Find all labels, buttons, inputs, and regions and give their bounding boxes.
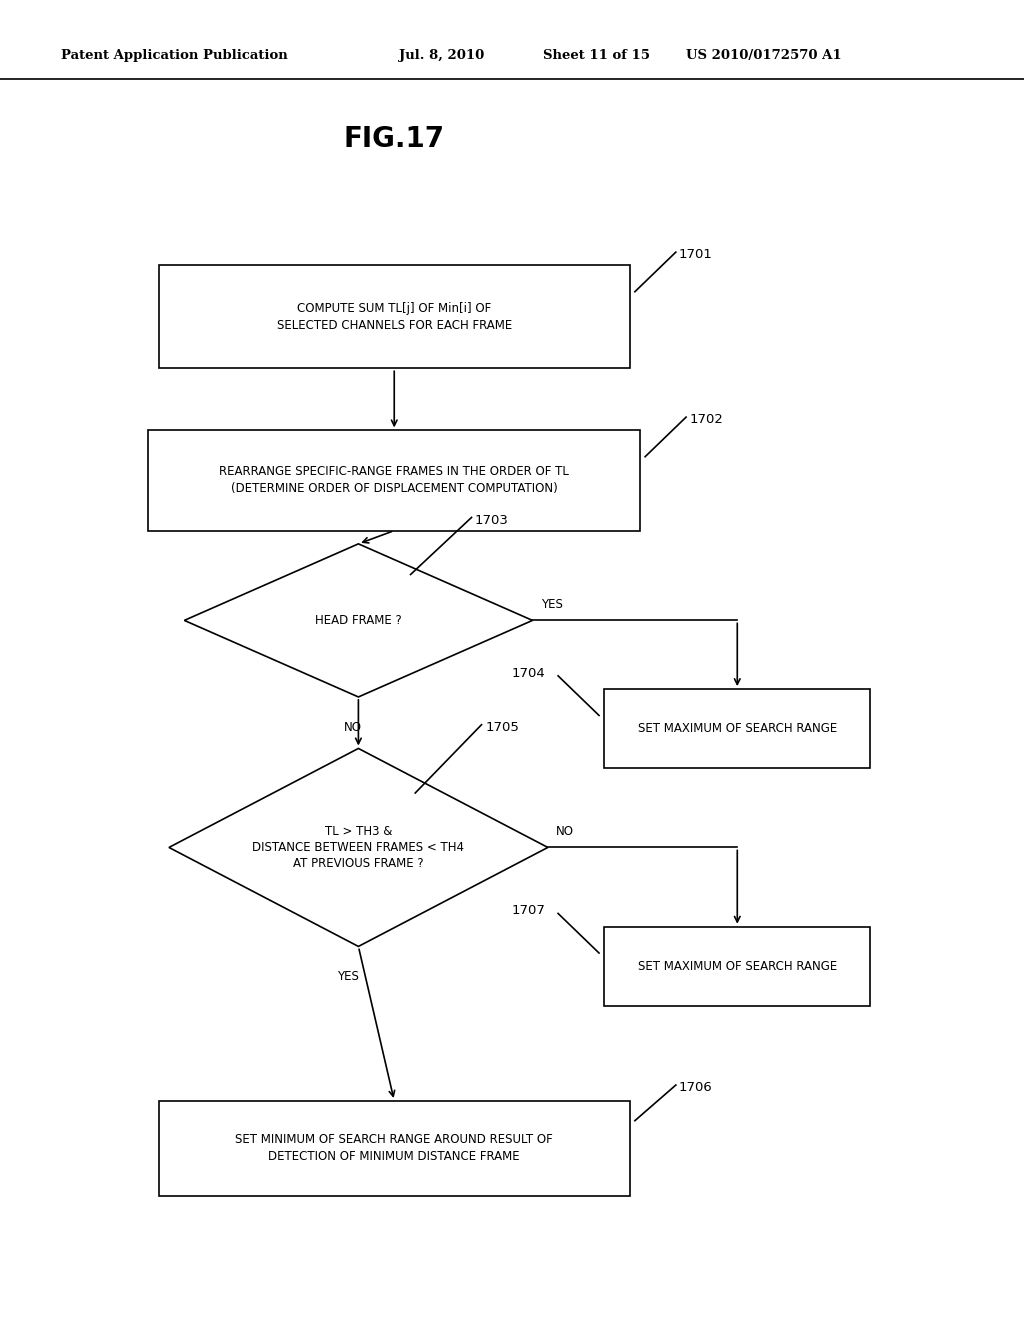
Text: US 2010/0172570 A1: US 2010/0172570 A1 [686, 49, 842, 62]
Polygon shape [169, 748, 548, 946]
Text: 1701: 1701 [679, 248, 713, 261]
Text: YES: YES [337, 970, 359, 983]
Text: Patent Application Publication: Patent Application Publication [61, 49, 288, 62]
Bar [159, 265, 630, 368]
Bar [604, 927, 870, 1006]
Text: 1703: 1703 [475, 513, 509, 527]
Bar [148, 430, 640, 531]
Text: 1705: 1705 [485, 721, 519, 734]
Polygon shape [184, 544, 532, 697]
Text: SET MINIMUM OF SEARCH RANGE AROUND RESULT OF
DETECTION OF MINIMUM DISTANCE FRAME: SET MINIMUM OF SEARCH RANGE AROUND RESUL… [236, 1134, 553, 1163]
Text: SET MAXIMUM OF SEARCH RANGE: SET MAXIMUM OF SEARCH RANGE [638, 960, 837, 973]
Text: HEAD FRAME ?: HEAD FRAME ? [315, 614, 401, 627]
Text: 1704: 1704 [512, 667, 546, 680]
Text: REARRANGE SPECIFIC-RANGE FRAMES IN THE ORDER OF TL
(DETERMINE ORDER OF DISPLACEM: REARRANGE SPECIFIC-RANGE FRAMES IN THE O… [219, 466, 569, 495]
Bar [604, 689, 870, 768]
Text: COMPUTE SUM TL[j] OF Min[i] OF
SELECTED CHANNELS FOR EACH FRAME: COMPUTE SUM TL[j] OF Min[i] OF SELECTED … [276, 302, 512, 331]
Text: Sheet 11 of 15: Sheet 11 of 15 [543, 49, 649, 62]
Text: 1706: 1706 [679, 1081, 713, 1094]
Text: NO: NO [344, 721, 362, 734]
Text: YES: YES [541, 598, 562, 611]
Text: FIG.17: FIG.17 [344, 124, 444, 153]
Text: Jul. 8, 2010: Jul. 8, 2010 [399, 49, 484, 62]
Text: NO: NO [556, 825, 574, 838]
Text: 1702: 1702 [689, 413, 723, 426]
Bar [159, 1101, 630, 1196]
Text: 1707: 1707 [512, 904, 546, 917]
Text: SET MAXIMUM OF SEARCH RANGE: SET MAXIMUM OF SEARCH RANGE [638, 722, 837, 735]
Text: TL > TH3 &
DISTANCE BETWEEN FRAMES < TH4
AT PREVIOUS FRAME ?: TL > TH3 & DISTANCE BETWEEN FRAMES < TH4… [252, 825, 465, 870]
